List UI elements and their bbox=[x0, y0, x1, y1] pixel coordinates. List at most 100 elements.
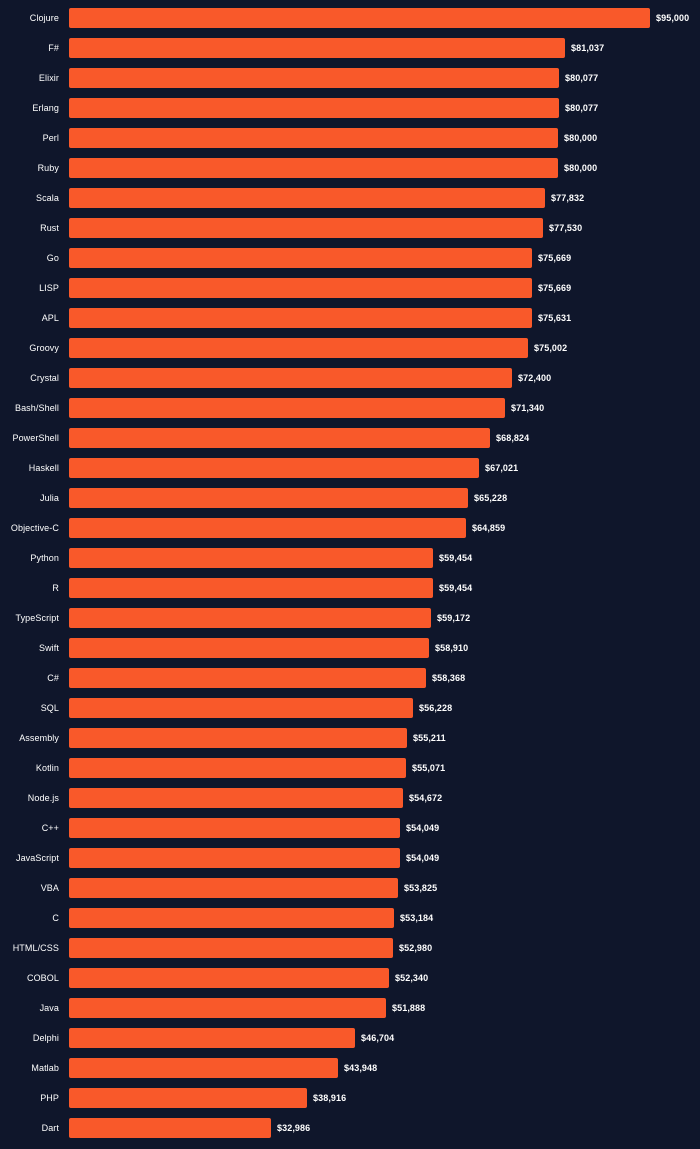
chart-row: R $59,454 bbox=[0, 573, 700, 603]
bar-group: $55,211 bbox=[69, 728, 446, 748]
category-label: Dart bbox=[41, 1123, 59, 1133]
category-label: Rust bbox=[40, 223, 59, 233]
category-label: COBOL bbox=[26, 973, 59, 983]
bar-group: $75,669 bbox=[69, 248, 571, 268]
bar-group: $38,916 bbox=[69, 1088, 346, 1108]
chart-row: Dart $32,986 bbox=[0, 1113, 700, 1143]
category-label: Clojure bbox=[29, 13, 59, 23]
chart-row: Rust $77,530 bbox=[0, 213, 700, 243]
chart-row: Bash/Shell $71,340 bbox=[0, 393, 700, 423]
bar-group: $68,824 bbox=[69, 428, 529, 448]
bar bbox=[69, 638, 429, 658]
bar bbox=[69, 728, 407, 748]
chart-row: Swift $58,910 bbox=[0, 633, 700, 663]
category-label: JavaScript bbox=[15, 853, 59, 863]
chart-row: Clojure $95,000 bbox=[0, 3, 700, 33]
chart-row: C++ $54,049 bbox=[0, 813, 700, 843]
chart-row: Ruby $80,000 bbox=[0, 153, 700, 183]
chart-row: Groovy $75,002 bbox=[0, 333, 700, 363]
bar-value-label: $54,049 bbox=[406, 823, 440, 833]
bar-value-label: $77,832 bbox=[551, 193, 585, 203]
chart-row: Delphi $46,704 bbox=[0, 1023, 700, 1053]
bar bbox=[69, 668, 426, 688]
category-label: PowerShell bbox=[12, 433, 59, 443]
bar bbox=[69, 398, 505, 418]
bar-value-label: $65,228 bbox=[474, 493, 508, 503]
bar-value-label: $80,077 bbox=[565, 103, 599, 113]
chart-row: COBOL $52,340 bbox=[0, 963, 700, 993]
bar bbox=[69, 218, 543, 238]
bar-group: $80,077 bbox=[69, 98, 598, 118]
chart-row: Crystal $72,400 bbox=[0, 363, 700, 393]
bar-value-label: $80,000 bbox=[564, 133, 598, 143]
category-label: R bbox=[52, 583, 59, 593]
bar-group: $80,000 bbox=[69, 158, 597, 178]
bar-group: $54,049 bbox=[69, 818, 439, 838]
bar-value-label: $46,704 bbox=[361, 1033, 395, 1043]
bar-group: $51,888 bbox=[69, 998, 425, 1018]
chart-row: Kotlin $55,071 bbox=[0, 753, 700, 783]
chart-row: Scala $77,832 bbox=[0, 183, 700, 213]
bar-value-label: $58,910 bbox=[435, 643, 469, 653]
bar bbox=[69, 8, 650, 28]
category-label: Matlab bbox=[31, 1063, 59, 1073]
bar bbox=[69, 578, 433, 598]
bar-value-label: $51,888 bbox=[392, 1003, 426, 1013]
bar-value-label: $59,454 bbox=[439, 583, 473, 593]
bar-group: $53,184 bbox=[69, 908, 433, 928]
category-label: Kotlin bbox=[35, 763, 59, 773]
bar bbox=[69, 968, 389, 988]
category-label: Swift bbox=[38, 643, 59, 653]
category-label: Go bbox=[46, 253, 59, 263]
bar bbox=[69, 698, 413, 718]
category-label: C bbox=[52, 913, 59, 923]
category-label: C# bbox=[47, 673, 59, 683]
bar-group: $75,631 bbox=[69, 308, 571, 328]
chart-row: Matlab $43,948 bbox=[0, 1053, 700, 1083]
category-label: SQL bbox=[40, 703, 59, 713]
chart-row: TypeScript $59,172 bbox=[0, 603, 700, 633]
bar bbox=[69, 818, 400, 838]
bar-group: $77,530 bbox=[69, 218, 582, 238]
bar-value-label: $55,211 bbox=[413, 733, 446, 743]
bar bbox=[69, 308, 532, 328]
bar-group: $56,228 bbox=[69, 698, 452, 718]
bar-value-label: $53,184 bbox=[400, 913, 434, 923]
category-label: Assembly bbox=[19, 733, 59, 743]
bar-value-label: $43,948 bbox=[344, 1063, 378, 1073]
category-label: LISP bbox=[39, 283, 59, 293]
bar bbox=[69, 1088, 307, 1108]
bar bbox=[69, 548, 433, 568]
bar bbox=[69, 278, 532, 298]
bar bbox=[69, 608, 431, 628]
bar-group: $53,825 bbox=[69, 878, 437, 898]
bar-value-label: $32,986 bbox=[277, 1123, 311, 1133]
category-label: F# bbox=[48, 43, 59, 53]
category-label: Elixir bbox=[38, 73, 59, 83]
bar-group: $77,832 bbox=[69, 188, 584, 208]
bar-value-label: $58,368 bbox=[432, 673, 466, 683]
category-label: Crystal bbox=[30, 373, 59, 383]
bar-group: $58,368 bbox=[69, 668, 465, 688]
category-label: Scala bbox=[35, 193, 59, 203]
bar-value-label: $54,672 bbox=[409, 793, 443, 803]
bar-value-label: $56,228 bbox=[419, 703, 453, 713]
bar-value-label: $75,669 bbox=[538, 253, 572, 263]
bar bbox=[69, 188, 545, 208]
bar bbox=[69, 1118, 271, 1138]
bar-group: $95,000 bbox=[69, 8, 689, 28]
bar-value-label: $77,530 bbox=[549, 223, 583, 233]
bar bbox=[69, 368, 512, 388]
bar bbox=[69, 458, 479, 478]
category-label: Objective-C bbox=[10, 523, 59, 533]
category-label: Java bbox=[39, 1003, 59, 1013]
bar-value-label: $54,049 bbox=[406, 853, 440, 863]
chart-row: JavaScript $54,049 bbox=[0, 843, 700, 873]
bar-group: $80,077 bbox=[69, 68, 598, 88]
bar-value-label: $52,980 bbox=[399, 943, 433, 953]
bar-group: $59,454 bbox=[69, 578, 472, 598]
chart-row: Python $59,454 bbox=[0, 543, 700, 573]
bar bbox=[69, 428, 490, 448]
category-label: APL bbox=[41, 313, 59, 323]
